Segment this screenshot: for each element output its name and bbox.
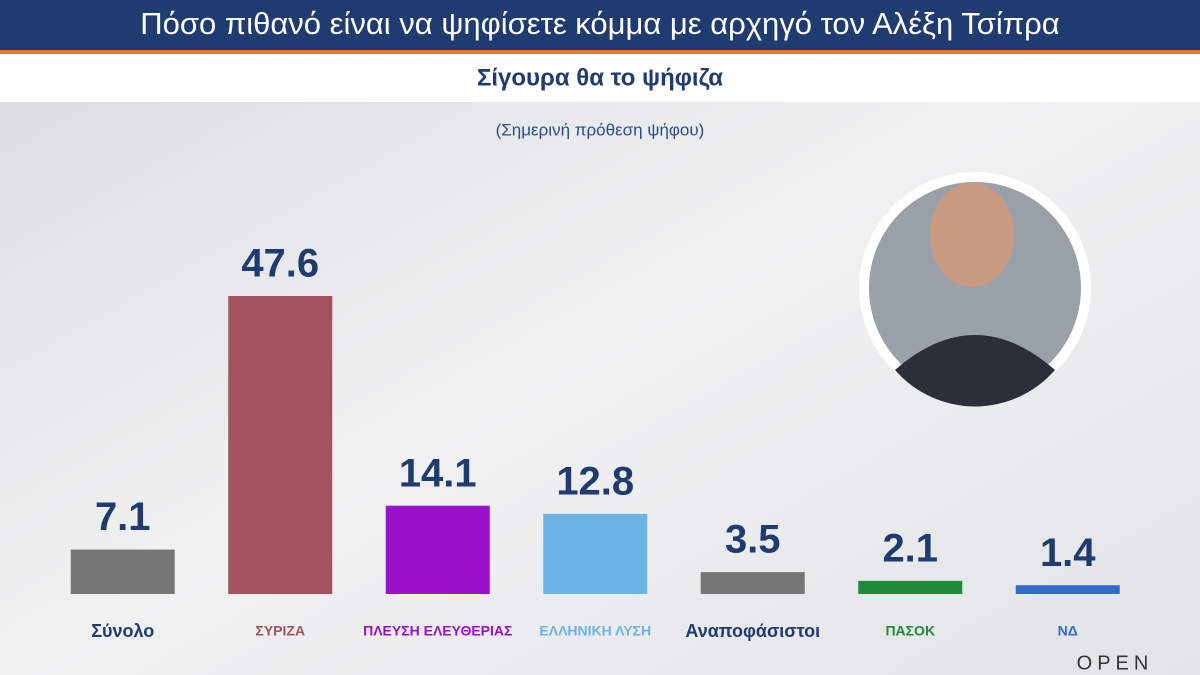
value-label: 3.5 bbox=[725, 518, 781, 562]
x-tick-label: ΠΑΣΟΚ bbox=[885, 623, 935, 639]
x-tick-label: ΕΛΛΗΝΙΚΗ ΛΥΣΗ bbox=[539, 623, 651, 639]
x-tick-label: Αναποφάσιστοι bbox=[685, 621, 820, 641]
bar bbox=[543, 513, 648, 594]
bar bbox=[858, 580, 963, 594]
bar bbox=[70, 549, 175, 594]
bar bbox=[1015, 585, 1120, 594]
x-tick-label: Σύνολο bbox=[91, 621, 154, 641]
x-tick-label: ΝΔ bbox=[1058, 623, 1078, 639]
channel-logo: OPEN bbox=[1077, 652, 1154, 674]
bar bbox=[385, 505, 490, 594]
header-bar bbox=[0, 0, 1200, 50]
value-label: 47.6 bbox=[241, 242, 319, 286]
subtitle-band bbox=[0, 54, 1200, 102]
bar bbox=[700, 572, 805, 594]
bar bbox=[228, 296, 333, 594]
value-label: 14.1 bbox=[399, 451, 477, 495]
value-label: 2.1 bbox=[882, 526, 938, 570]
x-tick-label: ΠΛΕΥΣΗ ΕΛΕΥΘΕΡΙΑΣ bbox=[363, 623, 512, 639]
photo-suit bbox=[895, 335, 1055, 407]
photo-face bbox=[930, 183, 1014, 287]
value-label: 1.4 bbox=[1040, 531, 1096, 575]
chart-note: (Σημερινή πρόθεση ψήφου) bbox=[496, 120, 705, 139]
value-label: 7.1 bbox=[95, 495, 151, 539]
chart-title: Πόσο πιθανό είναι να ψηφίσετε κόμμα με α… bbox=[140, 6, 1060, 41]
header-accent bbox=[0, 50, 1200, 54]
chart-subtitle: Σίγουρα θα το ψήφιζα bbox=[477, 64, 723, 91]
x-tick-label: ΣΥΡΙΖΑ bbox=[255, 623, 305, 639]
photo bbox=[869, 182, 1081, 394]
value-label: 12.8 bbox=[556, 459, 634, 503]
